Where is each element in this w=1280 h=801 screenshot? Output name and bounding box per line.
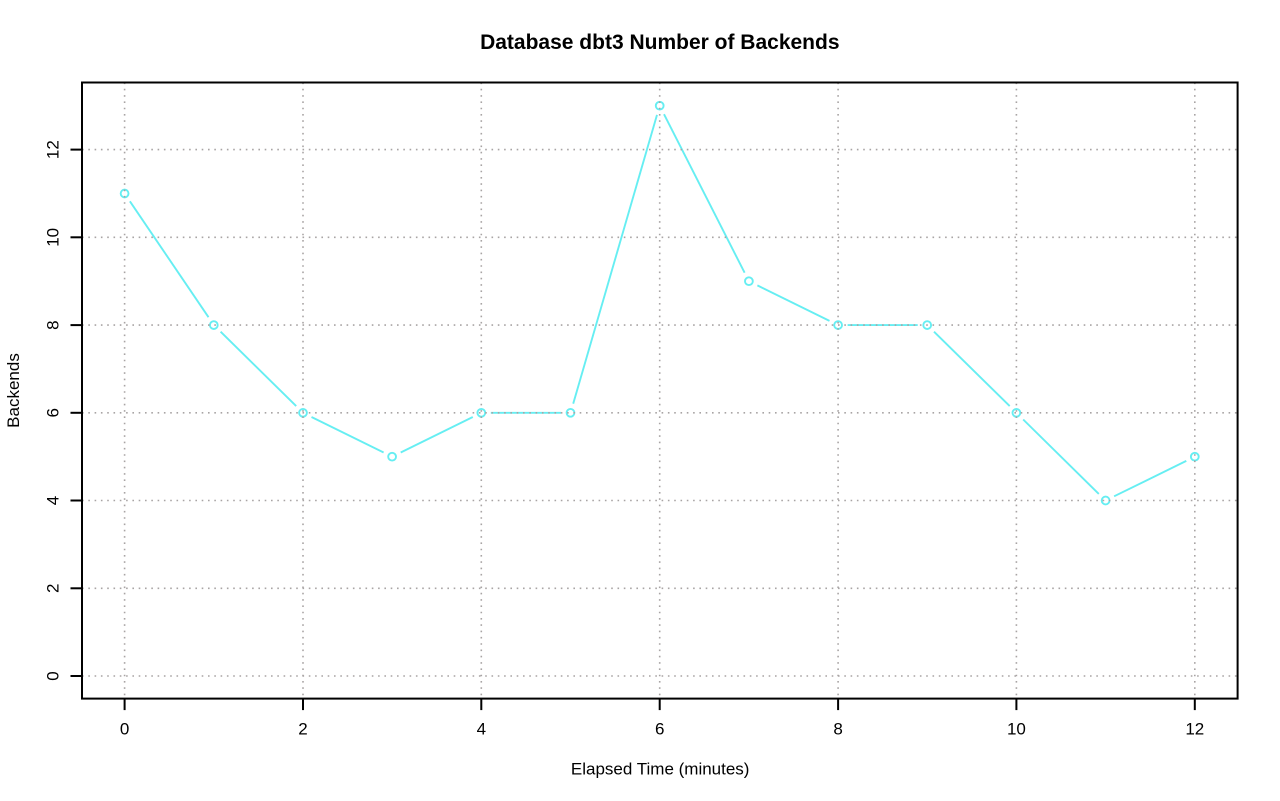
svg-text:12: 12 <box>1185 720 1204 739</box>
svg-text:6: 6 <box>655 720 664 739</box>
svg-text:4: 4 <box>477 720 486 739</box>
svg-text:10: 10 <box>1007 720 1026 739</box>
svg-text:Elapsed Time (minutes): Elapsed Time (minutes) <box>571 760 750 779</box>
svg-text:8: 8 <box>833 720 842 739</box>
svg-text:Backends: Backends <box>4 353 23 428</box>
svg-text:8: 8 <box>43 320 62 329</box>
svg-text:6: 6 <box>43 408 62 417</box>
svg-text:4: 4 <box>43 496 62 505</box>
svg-text:0: 0 <box>43 671 62 680</box>
svg-text:Database dbt3 Number of Backen: Database dbt3 Number of Backends <box>480 31 839 54</box>
svg-text:10: 10 <box>43 228 62 247</box>
svg-text:0: 0 <box>120 720 129 739</box>
svg-text:12: 12 <box>43 140 62 159</box>
svg-text:2: 2 <box>43 584 62 593</box>
svg-text:2: 2 <box>298 720 307 739</box>
